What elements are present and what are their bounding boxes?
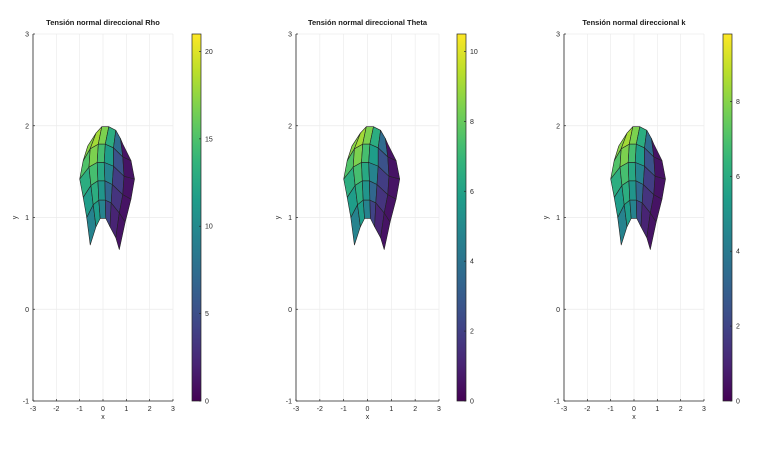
x-axis-label: x [632, 414, 636, 421]
x-tick-label: 1 [124, 406, 128, 413]
surface-patch [628, 180, 637, 201]
surface-patch [98, 199, 107, 219]
x-tick-label: 0 [632, 406, 636, 413]
surface-patch [361, 162, 370, 182]
colorbar-tick-label: 4 [470, 259, 474, 266]
x-tick-label: 0 [101, 406, 105, 413]
surface-patch [97, 180, 106, 201]
x-tick-label: -3 [30, 406, 36, 413]
colorbar-tick-label: 10 [470, 49, 478, 56]
surface-patch [651, 138, 663, 161]
y-tick-label: -1 [23, 399, 29, 406]
y-tick-label: 0 [556, 307, 560, 314]
colorbar-tick-label: 20 [205, 49, 213, 56]
colorbar [722, 33, 733, 402]
surface-patch [362, 199, 371, 219]
colorbar [456, 33, 467, 402]
colorbar-tick-label: 0 [205, 399, 209, 406]
chart-title: Tensión normal direccional Theta [308, 18, 428, 27]
surface-patch [96, 162, 106, 182]
chart-title: Tensión normal direccional Rho [46, 18, 160, 27]
surface-patch [385, 138, 397, 161]
x-tick-label: 3 [702, 406, 706, 413]
chart-title: Tensión normal direccional k [582, 18, 686, 27]
surface-patch [361, 180, 371, 201]
y-axis-label: y [275, 215, 282, 219]
y-tick-label: 0 [25, 307, 29, 314]
y-tick-label: 3 [556, 32, 560, 39]
x-tick-label: 3 [437, 406, 441, 413]
colorbar-tick-label: 8 [736, 99, 740, 106]
chart-panel-2: -3 -2 -1 0 1 2 3 -1 0 1 2 3 x y Tensión normal direcci… [275, 18, 478, 421]
colorbar [191, 33, 202, 402]
colorbar-tick-label: 2 [470, 329, 474, 336]
y-tick-label: 0 [288, 307, 292, 314]
x-tick-label: 2 [148, 406, 152, 413]
x-tick-label: -2 [53, 406, 59, 413]
surface-patch [629, 199, 638, 219]
chart-panel-1: -3 -2 -1 0 1 2 3 -1 0 1 2 3 x y Tensión normal direcci… [12, 18, 213, 421]
x-axis-label: x [366, 414, 370, 421]
y-axis-label: y [12, 215, 19, 219]
surface-patch [627, 162, 637, 182]
y-tick-label: 3 [288, 32, 292, 39]
colorbar-tick-label: 6 [470, 189, 474, 196]
colorbar-tick-label: 8 [470, 119, 474, 126]
x-axis-label: x [101, 414, 105, 421]
y-axis-label: y [543, 215, 550, 219]
x-tick-label: -3 [293, 406, 299, 413]
y-tick-label: 2 [288, 123, 292, 130]
colorbar-tick-label: 10 [205, 224, 213, 231]
y-tick-label: -1 [286, 399, 292, 406]
x-tick-label: -1 [77, 406, 83, 413]
charts-layer: -3 -2 -1 0 1 2 3 -1 0 1 2 3 x y Tensión normal direcci… [12, 18, 740, 421]
colorbar-tick-label: 0 [736, 399, 740, 406]
y-tick-label: 2 [556, 123, 560, 130]
x-tick-label: 3 [171, 406, 175, 413]
x-tick-label: 2 [413, 406, 417, 413]
x-tick-label: -2 [584, 406, 590, 413]
x-tick-label: 0 [366, 406, 370, 413]
x-tick-label: 1 [389, 406, 393, 413]
colorbar-tick-label: 6 [736, 174, 740, 181]
x-tick-label: -2 [317, 406, 323, 413]
colorbar-tick-label: 5 [205, 311, 209, 318]
colorbar-tick-label: 15 [205, 136, 213, 143]
y-tick-label: 2 [25, 123, 29, 130]
y-tick-label: 1 [556, 215, 560, 222]
y-tick-label: 1 [288, 215, 292, 222]
y-tick-label: 1 [25, 215, 29, 222]
y-tick-label: 3 [25, 32, 29, 39]
y-tick-label: -1 [554, 399, 560, 406]
x-tick-label: -3 [561, 406, 567, 413]
x-tick-label: -1 [341, 406, 347, 413]
x-tick-label: -1 [608, 406, 614, 413]
colorbar-tick-label: 0 [470, 399, 474, 406]
colorbar-tick-label: 4 [736, 249, 740, 256]
x-tick-label: 2 [679, 406, 683, 413]
colorbar-tick-label: 2 [736, 324, 740, 331]
chart-panel-3: -3 -2 -1 0 1 2 3 -1 0 1 2 3 x y Tensión normal direcci… [543, 18, 740, 421]
x-tick-label: 1 [655, 406, 659, 413]
surface-patch [120, 138, 132, 161]
